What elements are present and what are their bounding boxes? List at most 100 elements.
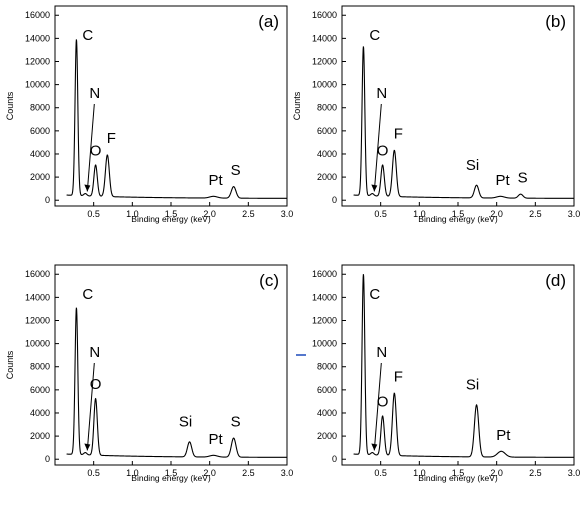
- y-tick-label: 12000: [25, 56, 50, 66]
- y-tick-label: 14000: [25, 292, 50, 302]
- y-tick-label: 14000: [312, 292, 337, 302]
- y-tick-label: 12000: [312, 315, 337, 325]
- n-arrow-line: [86, 362, 95, 451]
- y-tick-label: 2000: [30, 431, 50, 441]
- peak-label-si: Si: [179, 414, 192, 431]
- chart-panel-d: 0.5 1.0 1.5 2.0 2.5 3.0 0 2000 4000 6000 8000 10000…: [312, 264, 581, 483]
- y-tick-label: 0: [332, 454, 337, 464]
- x-tick-label: 1.5: [452, 209, 465, 219]
- y-axis-label: Counts: [5, 350, 15, 379]
- x-tick-label: 1.0: [126, 468, 139, 478]
- x-tick-label: 0.5: [374, 468, 387, 478]
- peak-label-o: O: [90, 376, 102, 393]
- x-tick-label: 2.5: [529, 209, 542, 219]
- peak-label-f: F: [107, 130, 116, 147]
- peak-label-o: O: [90, 143, 102, 160]
- x-tick-label: 1.5: [165, 209, 178, 219]
- y-tick-label: 2000: [317, 431, 337, 441]
- peak-label-pt: Pt: [208, 431, 223, 448]
- peak-label-s: S: [518, 170, 528, 187]
- peak-label-c: C: [369, 286, 380, 303]
- x-axis-label: Binding energy (keV): [131, 473, 211, 483]
- n-arrow-line: [86, 103, 95, 192]
- n-arrow-line: [373, 103, 382, 192]
- peak-label-pt: Pt: [496, 427, 511, 444]
- spectrum-line: [66, 307, 287, 458]
- x-tick-label: 1.0: [126, 209, 139, 219]
- x-tick-label: 0.5: [87, 468, 100, 478]
- y-tick-label: 6000: [30, 126, 50, 136]
- panel-label: (c): [259, 271, 279, 290]
- chart-panel-a: 0.5 1.0 1.5 2.0 2.5 3.0 0 2000 4000 6000 8000 10000…: [5, 5, 293, 224]
- y-tick-label: 6000: [317, 126, 337, 136]
- y-tick-label: 4000: [317, 408, 337, 418]
- y-tick-label: 4000: [30, 149, 50, 159]
- y-tick-label: 2000: [317, 172, 337, 182]
- n-arrow-head: [84, 184, 91, 192]
- y-tick-label: 12000: [25, 315, 50, 325]
- peak-label-n: N: [376, 344, 387, 361]
- panel-label: (d): [545, 271, 566, 290]
- n-arrow-line: [373, 362, 382, 451]
- chart-panel-b: 0.5 1.0 1.5 2.0 2.5 3.0 0 2000 4000 6000 8000 10000…: [292, 5, 581, 224]
- spectrum-line: [66, 39, 287, 199]
- x-tick-label: 1.5: [452, 468, 465, 478]
- peak-label-n: N: [376, 85, 387, 102]
- x-tick-label: 1.5: [165, 468, 178, 478]
- peak-label-si: Si: [466, 377, 479, 394]
- n-arrow-head: [371, 443, 378, 451]
- x-tick-label: 3.0: [568, 209, 581, 219]
- y-tick-label: 8000: [317, 362, 337, 372]
- peak-label-n: N: [89, 344, 100, 361]
- x-tick-label: 2.0: [490, 468, 503, 478]
- y-tick-label: 4000: [30, 408, 50, 418]
- peak-label-o: O: [377, 393, 389, 410]
- x-tick-label: 2.0: [203, 209, 216, 219]
- y-tick-label: 16000: [312, 269, 337, 279]
- peak-label-si: Si: [466, 157, 479, 174]
- x-tick-label: 2.5: [242, 209, 255, 219]
- spectrum-line: [353, 46, 574, 199]
- y-tick-label: 10000: [25, 339, 50, 349]
- y-tick-label: 10000: [25, 80, 50, 90]
- y-tick-label: 14000: [25, 33, 50, 43]
- peak-label-c: C: [369, 27, 380, 44]
- y-tick-label: 6000: [317, 385, 337, 395]
- x-tick-label: 3.0: [568, 468, 581, 478]
- x-tick-label: 3.0: [281, 468, 294, 478]
- y-tick-label: 16000: [25, 269, 50, 279]
- peak-label-s: S: [231, 162, 241, 179]
- x-axis-label: Binding energy (keV): [418, 473, 498, 483]
- x-tick-label: 2.0: [203, 468, 216, 478]
- panel-label: (a): [258, 12, 279, 31]
- x-tick-label: 2.5: [529, 468, 542, 478]
- y-tick-label: 0: [332, 195, 337, 205]
- y-tick-label: 4000: [317, 149, 337, 159]
- x-tick-label: 0.5: [374, 209, 387, 219]
- x-tick-label: 0.5: [87, 209, 100, 219]
- peak-label-f: F: [394, 368, 403, 385]
- y-tick-label: 8000: [30, 103, 50, 113]
- y-tick-label: 12000: [312, 56, 337, 66]
- x-axis-label: Binding energy (keV): [418, 214, 498, 224]
- y-tick-label: 16000: [312, 10, 337, 20]
- y-tick-label: 10000: [312, 80, 337, 90]
- y-axis-label: Counts: [5, 91, 15, 120]
- y-tick-label: 0: [45, 454, 50, 464]
- peak-label-c: C: [82, 286, 93, 303]
- y-tick-label: 16000: [25, 10, 50, 20]
- x-tick-label: 1.0: [413, 209, 426, 219]
- peak-label-pt: Pt: [495, 172, 510, 189]
- y-tick-label: 0: [45, 195, 50, 205]
- x-tick-label: 2.0: [490, 209, 503, 219]
- y-tick-label: 6000: [30, 385, 50, 395]
- panel-label: (b): [545, 12, 566, 31]
- n-arrow-head: [84, 443, 91, 451]
- x-tick-label: 1.0: [413, 468, 426, 478]
- y-tick-label: 14000: [312, 33, 337, 43]
- peak-label-f: F: [394, 126, 403, 143]
- peak-label-s: S: [231, 414, 241, 431]
- peak-label-o: O: [377, 143, 389, 160]
- peak-label-c: C: [82, 27, 93, 44]
